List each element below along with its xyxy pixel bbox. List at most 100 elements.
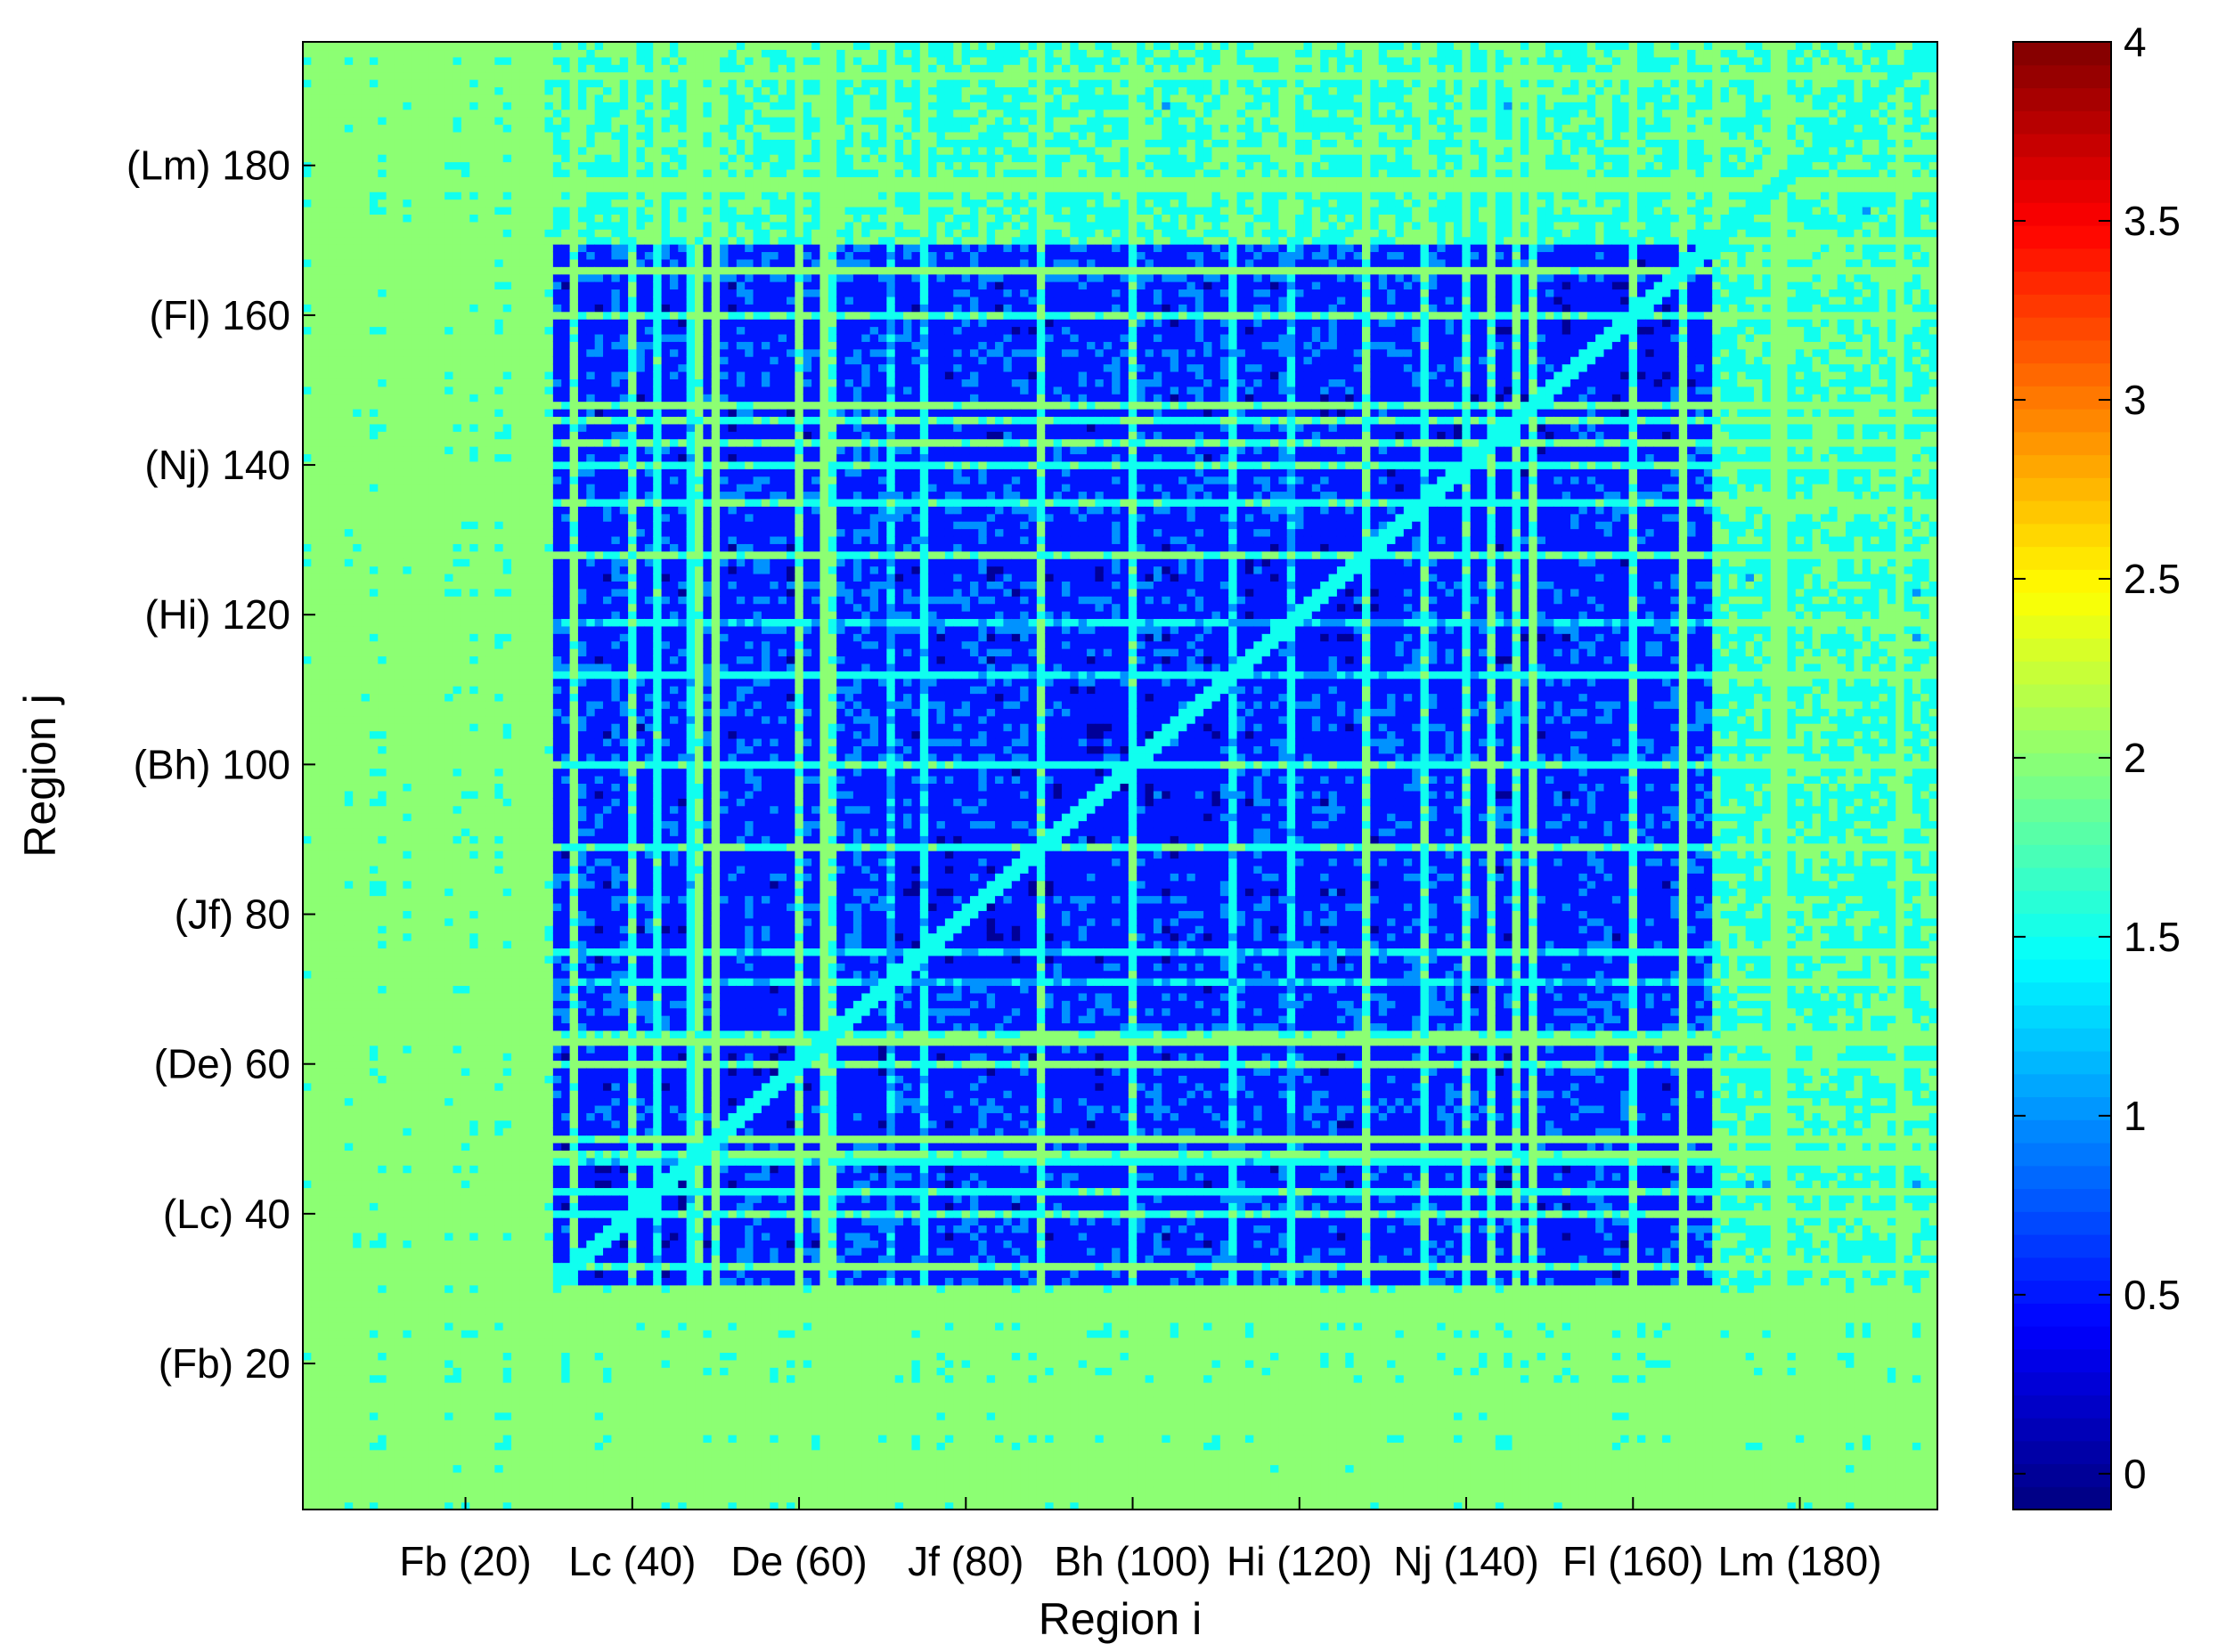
heatmap-cell: [477, 221, 487, 230]
heatmap-cell: [411, 1330, 420, 1339]
heatmap-cell: [328, 1000, 338, 1009]
heatmap-cell: [485, 109, 495, 118]
heatmap-cell: [477, 1165, 487, 1174]
heatmap-cell: [369, 1232, 379, 1241]
heatmap-cell: [394, 1000, 404, 1009]
heatmap-cell: [328, 686, 338, 695]
heatmap-cell: [485, 790, 495, 799]
heatmap-cell: [469, 1345, 479, 1354]
heatmap-cell: [444, 1038, 454, 1046]
heatmap-cell: [353, 409, 363, 418]
heatmap-cell: [336, 1038, 346, 1046]
heatmap-cell: [444, 521, 454, 530]
heatmap-cell: [328, 865, 338, 874]
heatmap-cell: [394, 446, 404, 455]
heatmap-cell: [336, 161, 346, 170]
heatmap-cell: [444, 1225, 454, 1233]
heatmap-cell: [394, 431, 404, 440]
heatmap-cell: [311, 813, 321, 822]
heatmap-cell: [436, 873, 445, 882]
heatmap-cell: [436, 401, 445, 410]
heatmap-cell: [369, 1322, 379, 1331]
heatmap-cell: [411, 985, 420, 994]
heatmap-cell: [386, 1389, 395, 1398]
heatmap-cell: [461, 955, 470, 964]
heatmap-cell: [344, 491, 354, 500]
heatmap-cell: [469, 86, 479, 95]
heatmap-cell: [328, 910, 338, 919]
heatmap-cell: [336, 902, 346, 911]
heatmap-cell: [485, 102, 495, 110]
heatmap-cell: [494, 955, 504, 964]
heatmap-cell: [428, 1119, 437, 1128]
heatmap-cell: [369, 783, 379, 792]
heatmap-cell: [469, 1119, 479, 1128]
heatmap-cell: [394, 139, 404, 148]
heatmap-cell: [411, 191, 420, 200]
heatmap-cell: [319, 932, 329, 941]
heatmap-cell: [361, 446, 371, 455]
heatmap-cell: [328, 1352, 338, 1361]
heatmap-cell: [485, 693, 495, 702]
heatmap-cell: [336, 1345, 346, 1354]
heatmap-cell: [378, 963, 387, 972]
heatmap-cell: [386, 341, 395, 350]
heatmap-cell: [511, 880, 521, 889]
heatmap-cell: [303, 1284, 312, 1293]
heatmap-cell: [311, 910, 321, 919]
heatmap-cell: [336, 1157, 346, 1166]
heatmap-cell: [336, 633, 346, 642]
heatmap-cell: [403, 992, 412, 1001]
heatmap-cell: [420, 191, 429, 200]
heatmap-cell: [386, 858, 395, 867]
heatmap-cell: [444, 932, 454, 941]
heatmap-cell: [469, 1292, 479, 1301]
heatmap-cell: [353, 1299, 363, 1308]
heatmap-cell: [444, 1240, 454, 1249]
heatmap-cell: [461, 611, 470, 620]
heatmap-cell: [361, 1007, 371, 1016]
heatmap-cell: [444, 865, 454, 874]
heatmap-cell: [444, 124, 454, 133]
heatmap-cell: [411, 131, 420, 140]
heatmap-cell: [477, 258, 487, 267]
heatmap-cell: [303, 476, 312, 484]
heatmap-cell: [328, 1015, 338, 1024]
heatmap-cell: [453, 1352, 462, 1361]
heatmap-cell: [411, 581, 420, 590]
heatmap-cell: [303, 386, 312, 395]
heatmap-cell: [411, 1337, 420, 1346]
heatmap-cell: [303, 1382, 312, 1391]
heatmap-cell: [336, 535, 346, 544]
heatmap-cell: [319, 341, 329, 350]
heatmap-cell: [411, 161, 420, 170]
heatmap-cell: [494, 753, 504, 761]
heatmap-cell: [469, 453, 479, 462]
heatmap-cell: [502, 745, 512, 754]
heatmap-cell: [311, 1217, 321, 1226]
heatmap-cell: [386, 326, 395, 335]
heatmap-cell: [344, 693, 354, 702]
heatmap-cell: [453, 281, 462, 290]
heatmap-cell: [428, 1067, 437, 1076]
heatmap-cell: [485, 498, 495, 507]
heatmap-cell: [403, 1143, 412, 1152]
heatmap-cell: [428, 798, 437, 807]
heatmap-cell: [485, 154, 495, 163]
heatmap-cell: [378, 1000, 387, 1009]
heatmap-cell: [477, 1345, 487, 1354]
heatmap-cell: [461, 109, 470, 118]
heatmap-cell: [386, 1255, 395, 1264]
heatmap-cell: [420, 1157, 429, 1166]
heatmap-cell: [361, 761, 371, 769]
heatmap-cell: [469, 491, 479, 500]
heatmap-cell: [361, 1029, 371, 1038]
heatmap-cell: [369, 1427, 379, 1436]
heatmap-cell: [494, 761, 504, 769]
heatmap-cell: [485, 970, 495, 979]
heatmap-cell: [336, 1420, 346, 1428]
heatmap-cell: [394, 611, 404, 620]
heatmap-cell: [469, 423, 479, 432]
heatmap-cell: [444, 1255, 454, 1264]
heatmap-cell: [386, 333, 395, 342]
